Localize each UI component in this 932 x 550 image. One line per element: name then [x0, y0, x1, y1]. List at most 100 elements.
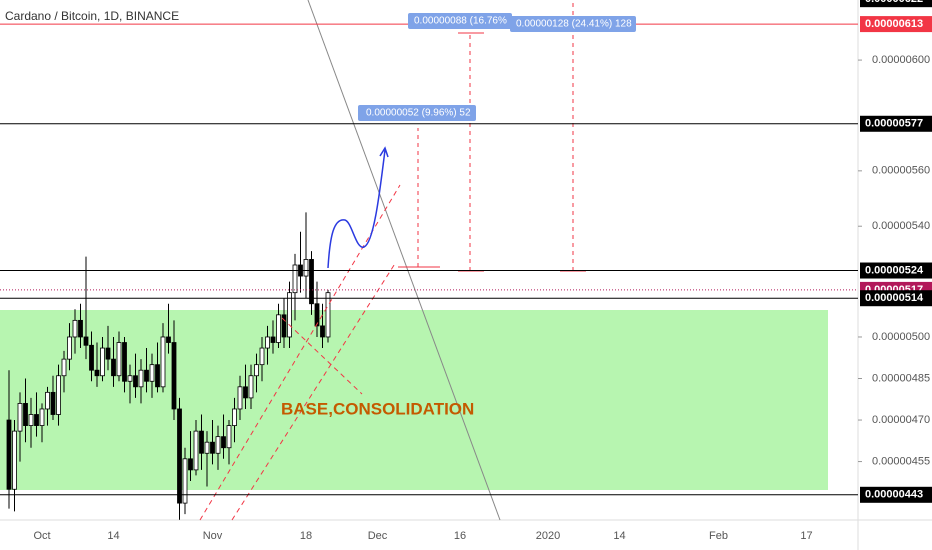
price-tag — [860, 262, 932, 279]
price-tag-label: 0.00000524 — [865, 264, 924, 276]
y-tick-label: 0.00000560 — [872, 165, 930, 177]
candle-body — [23, 403, 28, 426]
candle-body — [111, 358, 116, 377]
candle-body — [105, 347, 111, 360]
price-tag-label: 0.00000613 — [865, 18, 923, 30]
support-line — [281, 317, 363, 395]
candle-body — [199, 430, 204, 454]
price-tag-label: 0.00000443 — [865, 489, 923, 501]
candle-body — [226, 425, 232, 449]
price-tag-label: 0.00000577 — [865, 118, 923, 130]
candle-body — [292, 264, 298, 294]
x-tick-label: 18 — [300, 530, 312, 542]
x-tick-label: 14 — [107, 530, 119, 542]
candle-body — [232, 408, 237, 426]
candle-body — [28, 414, 34, 426]
candle-body — [270, 336, 276, 343]
candle-body — [100, 347, 105, 377]
candle-body — [188, 458, 193, 471]
candle-body — [133, 375, 138, 388]
y-tick-label: 0.00000485 — [872, 372, 930, 384]
candle-body — [45, 391, 50, 410]
price-tag-label: 0.00000622 — [865, 0, 923, 5]
candle-body — [287, 292, 292, 338]
candle-body — [94, 369, 100, 377]
price-tag — [860, 0, 932, 8]
y-tick-label: 0.00000470 — [872, 414, 930, 426]
y-tick-label: 0.00000600 — [872, 54, 930, 66]
candle-body — [221, 436, 226, 449]
candle-body — [210, 441, 215, 454]
candle-body — [83, 336, 89, 346]
candle-body — [309, 259, 314, 305]
support-line — [199, 184, 401, 521]
candle-body — [314, 303, 320, 327]
candle-body — [116, 342, 122, 377]
price-tag-label: 0.00000514 — [865, 292, 924, 304]
candle-body — [67, 336, 72, 360]
price-tag — [860, 486, 932, 503]
candle-body — [171, 342, 177, 410]
support-line — [231, 261, 397, 521]
candle-body — [144, 369, 149, 382]
candle-body — [182, 458, 188, 504]
candle-body — [259, 347, 265, 366]
candle-body — [265, 336, 270, 349]
measure-label-box — [358, 105, 476, 121]
candle-body — [34, 414, 39, 426]
candle-body — [254, 364, 259, 377]
price-tag — [860, 290, 932, 307]
measure-label-box — [408, 13, 512, 29]
x-tick-label: Oct — [33, 530, 50, 542]
x-tick-label: 17 — [800, 530, 812, 542]
y-tick-label: 0.00000540 — [872, 220, 930, 232]
measure-label: 0.00000128 (24.41%) 128 — [516, 19, 632, 30]
y-tick-label: 0.00000455 — [872, 455, 930, 467]
projection-arrow — [327, 149, 386, 269]
candle-body — [204, 441, 210, 454]
candle-body — [138, 369, 144, 388]
base-zone — [0, 310, 828, 490]
candle-body — [276, 314, 281, 343]
measure-label: 0.00000088 (16.76% — [414, 16, 507, 27]
measure-label: 0.00000052 (9.96%) 52 — [366, 108, 471, 119]
candle-body — [17, 403, 23, 432]
candle-body — [61, 358, 67, 377]
x-tick-label: Nov — [203, 530, 223, 542]
candle-body — [243, 386, 248, 399]
candle-body — [6, 419, 12, 490]
candle-body — [149, 364, 155, 382]
candle-body — [12, 430, 17, 490]
candle-body — [39, 408, 45, 426]
candle-body — [215, 436, 221, 454]
candle-body — [78, 319, 83, 338]
x-tick-label: 14 — [613, 530, 625, 542]
candle-body — [160, 336, 166, 388]
arrow-head — [379, 146, 389, 158]
candle-body — [320, 325, 325, 338]
candle-body — [177, 408, 182, 504]
candle-body — [122, 342, 127, 382]
candle-body — [281, 314, 287, 338]
x-tick-label: Dec — [368, 530, 388, 542]
candle-body — [155, 364, 160, 388]
x-tick-label: 16 — [454, 530, 466, 542]
candle-body — [237, 386, 243, 410]
candle-body — [303, 259, 309, 277]
candle-body — [166, 336, 171, 343]
candle-body — [193, 430, 199, 471]
price-tag — [860, 16, 932, 33]
y-tick-label: 0.00000500 — [872, 331, 930, 343]
candle-body — [72, 319, 78, 338]
annotation: BASE,CONSOLIDATION — [281, 399, 474, 418]
candle-body — [127, 375, 133, 382]
candle-body — [56, 375, 61, 415]
x-tick-label: 2020 — [536, 530, 560, 542]
measure-label-box — [510, 16, 636, 32]
trend-line — [307, 0, 501, 521]
chart-title: Cardano / Bitcoin, 1D, BINANCE — [5, 9, 179, 23]
candle-body — [325, 292, 331, 338]
x-tick-label: Feb — [709, 530, 728, 542]
candle-body — [50, 391, 56, 415]
